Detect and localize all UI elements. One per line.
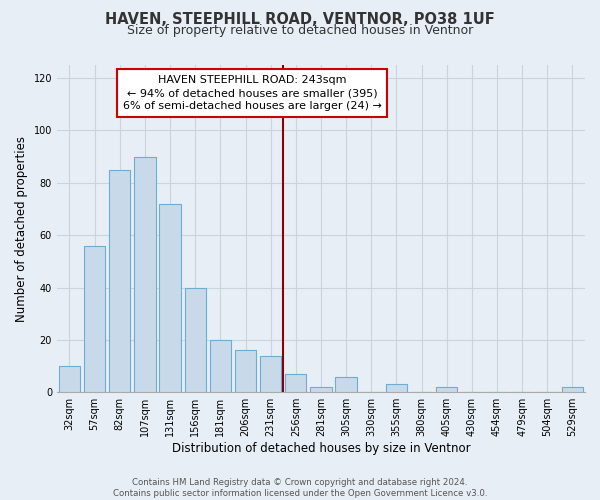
Bar xyxy=(436,387,457,392)
Bar xyxy=(209,340,231,392)
Y-axis label: Number of detached properties: Number of detached properties xyxy=(15,136,28,322)
Bar xyxy=(260,356,281,392)
Bar xyxy=(310,387,332,392)
Bar xyxy=(134,156,155,392)
Bar xyxy=(386,384,407,392)
Bar xyxy=(84,246,106,392)
Bar xyxy=(285,374,307,392)
Bar xyxy=(109,170,130,392)
Text: HAVEN STEEPHILL ROAD: 243sqm
← 94% of detached houses are smaller (395)
6% of se: HAVEN STEEPHILL ROAD: 243sqm ← 94% of de… xyxy=(123,75,382,111)
Text: Size of property relative to detached houses in Ventnor: Size of property relative to detached ho… xyxy=(127,24,473,37)
X-axis label: Distribution of detached houses by size in Ventnor: Distribution of detached houses by size … xyxy=(172,442,470,455)
Text: Contains HM Land Registry data © Crown copyright and database right 2024.
Contai: Contains HM Land Registry data © Crown c… xyxy=(113,478,487,498)
Bar xyxy=(335,376,357,392)
Bar xyxy=(562,387,583,392)
Text: HAVEN, STEEPHILL ROAD, VENTNOR, PO38 1UF: HAVEN, STEEPHILL ROAD, VENTNOR, PO38 1UF xyxy=(105,12,495,28)
Bar xyxy=(160,204,181,392)
Bar xyxy=(235,350,256,392)
Bar xyxy=(185,288,206,392)
Bar xyxy=(59,366,80,392)
